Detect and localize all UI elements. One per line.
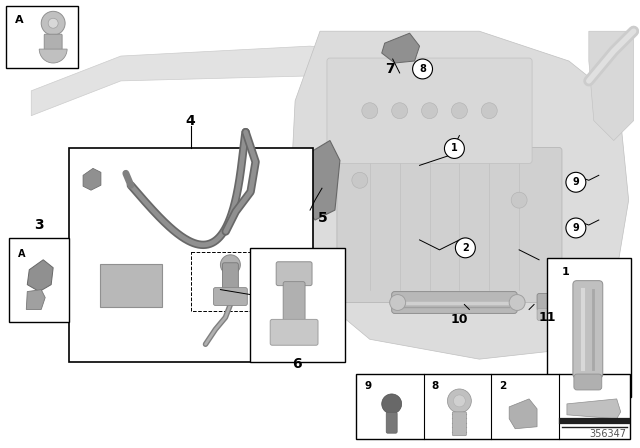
Wedge shape (39, 49, 67, 63)
Polygon shape (567, 399, 621, 419)
Circle shape (41, 11, 65, 35)
FancyBboxPatch shape (327, 58, 532, 164)
Polygon shape (589, 31, 634, 141)
Circle shape (48, 18, 58, 28)
Text: 7: 7 (385, 62, 394, 76)
Text: 10: 10 (451, 313, 468, 326)
Polygon shape (83, 168, 101, 190)
Text: 4: 4 (186, 114, 195, 128)
FancyBboxPatch shape (392, 292, 517, 314)
FancyBboxPatch shape (276, 262, 312, 286)
Text: 9: 9 (573, 223, 579, 233)
Polygon shape (290, 31, 628, 359)
Text: 2: 2 (499, 381, 506, 391)
Text: A: A (15, 15, 24, 25)
Text: 6: 6 (292, 357, 302, 371)
FancyBboxPatch shape (537, 293, 573, 310)
Text: 11: 11 (538, 311, 556, 324)
Circle shape (362, 103, 378, 119)
Circle shape (481, 103, 497, 119)
Text: A: A (19, 249, 26, 259)
FancyBboxPatch shape (69, 148, 313, 362)
Text: 9: 9 (365, 381, 372, 391)
Polygon shape (26, 289, 45, 310)
FancyBboxPatch shape (214, 288, 247, 306)
Text: 8: 8 (419, 64, 426, 74)
FancyBboxPatch shape (452, 412, 467, 435)
Circle shape (451, 103, 467, 119)
FancyBboxPatch shape (547, 258, 630, 397)
Circle shape (509, 294, 525, 310)
Circle shape (444, 138, 465, 159)
Circle shape (422, 103, 438, 119)
Text: 9: 9 (573, 177, 579, 187)
Polygon shape (509, 399, 537, 429)
Text: 5: 5 (318, 211, 328, 225)
FancyBboxPatch shape (100, 264, 162, 307)
Circle shape (390, 294, 406, 310)
FancyBboxPatch shape (6, 6, 78, 68)
Circle shape (413, 59, 433, 79)
FancyBboxPatch shape (574, 374, 602, 390)
Text: 3: 3 (35, 218, 44, 232)
Text: 2: 2 (462, 243, 468, 253)
Text: 8: 8 (431, 381, 439, 391)
FancyBboxPatch shape (223, 263, 238, 294)
FancyBboxPatch shape (573, 280, 603, 378)
FancyBboxPatch shape (537, 309, 573, 320)
Text: 1: 1 (451, 143, 458, 154)
FancyBboxPatch shape (270, 319, 318, 345)
Circle shape (392, 103, 408, 119)
Polygon shape (300, 141, 340, 220)
FancyBboxPatch shape (44, 34, 62, 50)
Polygon shape (381, 33, 420, 63)
Circle shape (453, 395, 465, 407)
Circle shape (511, 192, 527, 208)
Polygon shape (31, 46, 499, 116)
FancyBboxPatch shape (191, 252, 280, 311)
Circle shape (447, 389, 471, 413)
FancyBboxPatch shape (250, 248, 345, 362)
FancyBboxPatch shape (337, 147, 562, 302)
Circle shape (381, 394, 402, 414)
Polygon shape (28, 260, 53, 292)
Circle shape (456, 238, 476, 258)
FancyBboxPatch shape (356, 374, 630, 439)
FancyBboxPatch shape (10, 238, 69, 323)
FancyBboxPatch shape (283, 282, 305, 325)
Text: 1: 1 (562, 267, 570, 277)
Circle shape (352, 172, 368, 188)
Circle shape (220, 255, 241, 275)
FancyBboxPatch shape (386, 412, 397, 433)
Circle shape (566, 218, 586, 238)
Circle shape (566, 172, 586, 192)
Text: 356347: 356347 (589, 429, 627, 439)
